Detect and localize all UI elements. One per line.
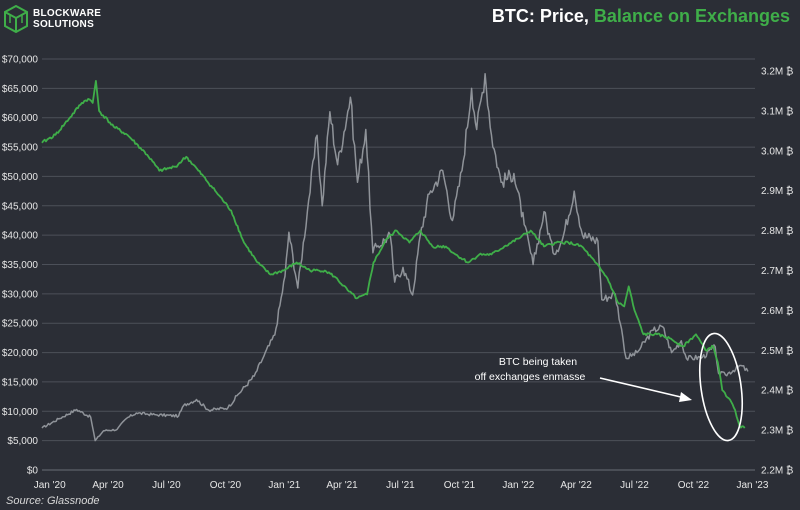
left-axis-ticks: $0 $5,000 $10,000 $15,000 $20,000 $25,000 $30,…	[2, 55, 39, 477]
x-tick-label: Jul '22	[620, 480, 649, 491]
right-tick-label: 2.2M ₿	[761, 465, 793, 477]
left-tick-label: $0	[27, 466, 39, 477]
right-tick-label: 3.0M ₿	[761, 145, 793, 157]
left-tick-label: $35,000	[2, 260, 39, 271]
annotation-arrow-head	[679, 392, 692, 402]
x-axis-ticks: Jan '20 Apr '20 Jul '20 Oct '20 Jan '21 Apr '…	[34, 480, 769, 491]
left-tick-label: $30,000	[2, 289, 39, 300]
left-tick-label: $15,000	[2, 377, 39, 388]
right-tick-label: 3.2M ₿	[761, 65, 793, 77]
annotation-line-2: off exchanges enmasse	[475, 371, 586, 383]
series-lines	[41, 72, 749, 442]
x-tick-label: Oct '21	[444, 480, 476, 491]
left-tick-label: $55,000	[2, 143, 39, 154]
right-tick-label: 2.9M ₿	[761, 185, 793, 197]
left-tick-label: $20,000	[2, 348, 39, 359]
annotation-arrow-shaft	[599, 377, 686, 399]
x-tick-label: Apr '22	[560, 480, 592, 491]
cube-icon	[4, 5, 28, 33]
annotation-line-1: BTC being taken	[499, 356, 577, 368]
right-tick-label: 2.5M ₿	[761, 345, 793, 357]
right-axis-ticks: 2.2M ₿ 2.3M ₿ 2.4M ₿ 2.5M ₿ 2.6M ₿ 2.7M ₿ 2.8M…	[761, 65, 793, 476]
x-tick-label: Oct '20	[210, 480, 242, 491]
right-tick-label: 2.8M ₿	[761, 225, 793, 237]
right-tick-label: 2.6M ₿	[761, 305, 793, 317]
x-tick-label: Jan '21	[268, 480, 300, 491]
x-tick-label: Jul '21	[386, 480, 415, 491]
left-tick-label: $25,000	[2, 319, 39, 330]
annotation: BTC being taken off exchanges enmasse	[475, 332, 743, 442]
title-balance: Balance on Exchanges	[593, 6, 790, 26]
grid-lines	[42, 58, 755, 471]
x-tick-label: Jul '20	[152, 480, 181, 491]
balance-line	[41, 80, 746, 429]
price-line	[41, 72, 749, 442]
left-tick-label: $40,000	[2, 231, 39, 242]
x-tick-label: Jan '20	[34, 480, 66, 491]
logo-line-1: BLOCKWARE	[33, 8, 102, 19]
left-tick-label: $10,000	[2, 407, 39, 418]
left-tick-label: $45,000	[2, 201, 39, 212]
brand-logo: BLOCKWARE SOLUTIONS	[4, 5, 101, 33]
left-tick-label: $50,000	[2, 172, 39, 183]
left-tick-label: $70,000	[2, 55, 39, 66]
highlight-ellipse	[699, 332, 743, 442]
x-tick-label: Jan '22	[502, 480, 534, 491]
left-tick-label: $60,000	[2, 113, 39, 124]
left-tick-label: $5,000	[7, 436, 38, 447]
left-tick-label: $65,000	[2, 84, 39, 95]
right-tick-label: 2.4M ₿	[761, 385, 793, 397]
right-tick-label: 2.7M ₿	[761, 265, 793, 277]
right-tick-label: 3.1M ₿	[761, 105, 793, 117]
x-tick-label: Oct '22	[678, 480, 710, 491]
right-tick-label: 2.3M ₿	[761, 425, 793, 437]
x-tick-label: Apr '20	[92, 480, 124, 491]
chart-title: BTC: Price, Balance on Exchanges	[492, 6, 790, 27]
x-tick-label: Apr '21	[326, 480, 358, 491]
logo-line-2: SOLUTIONS	[33, 19, 95, 30]
title-price: BTC: Price,	[491, 6, 594, 26]
source-note: Source: Glassnode	[6, 495, 100, 507]
x-tick-label: Jan '23	[736, 480, 768, 491]
